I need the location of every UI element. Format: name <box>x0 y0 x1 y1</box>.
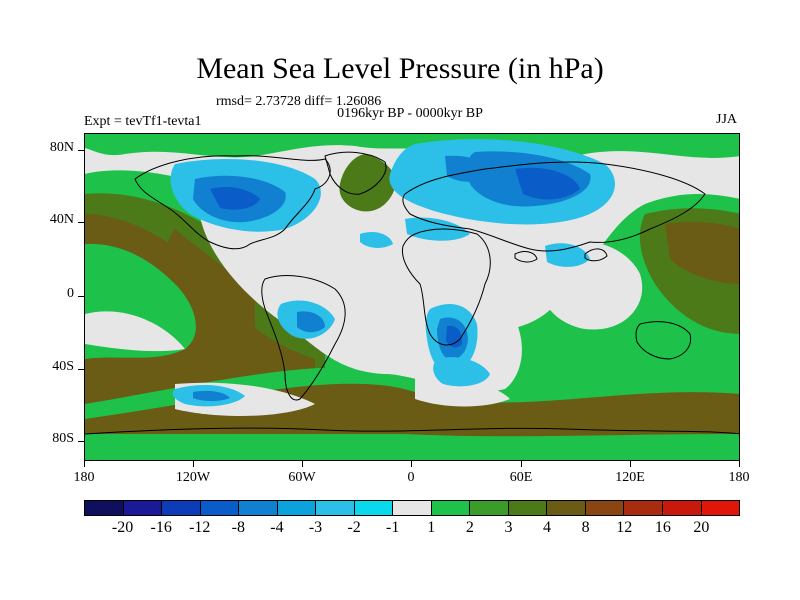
colorbar-swatch <box>316 501 355 515</box>
y-tick-mark <box>78 296 84 297</box>
coastlines <box>85 151 739 435</box>
x-tick-label: 180 <box>728 470 750 485</box>
x-tick-mark <box>411 461 412 467</box>
y-tick-mark <box>78 441 84 442</box>
colorbar-swatch <box>85 501 124 515</box>
colorbar-label: 20 <box>693 519 710 536</box>
x-tick-label: 120W <box>175 470 211 485</box>
colorbar-swatch <box>701 501 740 515</box>
colorbar-label: 16 <box>654 519 671 536</box>
colorbar-swatch <box>508 501 548 515</box>
x-tick-mark <box>521 461 522 467</box>
colorbar-swatch <box>547 501 586 515</box>
map-canvas <box>85 134 739 460</box>
experiment-label: Expt = tevTf1-tevta1 <box>84 114 202 129</box>
colorbar-label: -16 <box>150 519 172 536</box>
colorbar-swatch <box>662 501 702 515</box>
colorbar-swatch <box>431 501 471 515</box>
pressure-anomaly-map <box>84 133 740 461</box>
x-tick-mark <box>193 461 194 467</box>
x-tick-label: 0 <box>407 470 415 485</box>
colorbar-swatch <box>200 501 240 515</box>
colorbar-swatch <box>277 501 317 515</box>
y-tick-mark <box>78 150 84 151</box>
x-tick-mark <box>84 461 85 467</box>
colorbar-label: 12 <box>616 519 633 536</box>
colorbar-label: -2 <box>347 519 361 536</box>
y-tick-label: 40S <box>52 359 74 374</box>
x-tick-label: 120E <box>615 470 645 485</box>
colorbar-label: 3 <box>504 519 513 536</box>
colorbar-swatch <box>123 501 163 515</box>
colorbar-label: -20 <box>111 519 134 536</box>
x-tick-label: 60E <box>509 470 533 485</box>
x-tick-mark <box>739 461 740 467</box>
colorbar-swatch <box>393 501 432 515</box>
x-tick-mark <box>302 461 303 467</box>
colorbar-label: 2 <box>465 519 474 536</box>
y-tick-mark <box>78 222 84 223</box>
colorbar-label: -8 <box>231 519 245 536</box>
x-tick-label: 180 <box>73 470 95 485</box>
y-tick-mark <box>78 369 84 370</box>
y-tick-label: 80N <box>49 140 74 155</box>
stats-text: rmsd= 2.73728 diff= 1.26086 <box>216 94 382 109</box>
season-label: JJA <box>716 112 738 127</box>
colorbar-label: 1 <box>427 519 436 536</box>
colorbar-label: 4 <box>543 519 552 536</box>
colorbar-label: 8 <box>581 519 590 536</box>
colorbar-label: -1 <box>386 519 400 536</box>
colorbar-swatch <box>470 501 509 515</box>
colorbar-swatch <box>162 501 201 515</box>
y-tick-label: 40N <box>49 212 74 227</box>
colorbar-label: -12 <box>189 519 211 536</box>
negative-anomaly-fields <box>170 139 615 407</box>
colorbar-swatch <box>585 501 625 515</box>
colorbar-label: -4 <box>270 519 284 536</box>
chart-title: Mean Sea Level Pressure (in hPa) <box>196 52 604 85</box>
colorbar <box>84 500 740 516</box>
x-tick-mark <box>630 461 631 467</box>
colorbar-label: -3 <box>308 519 323 536</box>
colorbar-swatch <box>354 501 394 515</box>
x-tick-label: 60W <box>288 470 316 485</box>
period-text: 0196kyr BP - 0000kyr BP <box>337 106 483 121</box>
y-tick-label: 0 <box>67 286 74 301</box>
colorbar-swatch <box>624 501 663 515</box>
y-tick-label: 80S <box>52 431 74 446</box>
colorbar-swatch <box>239 501 278 515</box>
